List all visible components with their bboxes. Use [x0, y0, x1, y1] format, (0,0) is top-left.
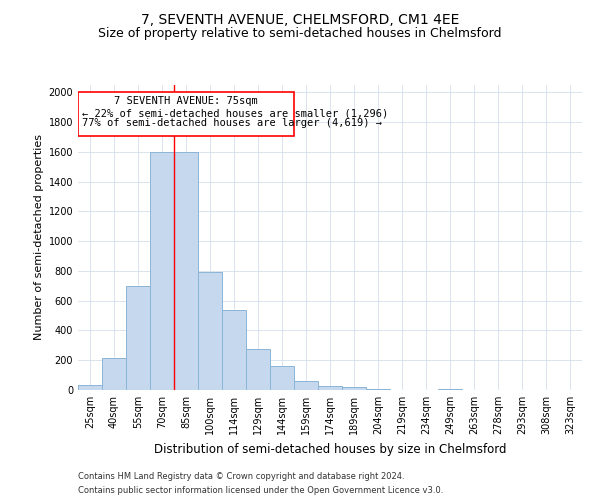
- X-axis label: Distribution of semi-detached houses by size in Chelmsford: Distribution of semi-detached houses by …: [154, 442, 506, 456]
- Bar: [126, 286, 150, 390]
- Bar: [198, 272, 222, 390]
- Bar: [318, 386, 342, 390]
- Bar: [270, 366, 294, 390]
- Text: 7, SEVENTH AVENUE, CHELMSFORD, CM1 4EE: 7, SEVENTH AVENUE, CHELMSFORD, CM1 4EE: [141, 12, 459, 26]
- Bar: [366, 388, 390, 390]
- Text: 7 SEVENTH AVENUE: 75sqm: 7 SEVENTH AVENUE: 75sqm: [115, 96, 258, 106]
- Bar: [342, 387, 366, 390]
- Bar: [246, 349, 270, 390]
- Bar: [102, 358, 126, 390]
- Bar: [174, 152, 198, 390]
- Bar: [294, 381, 318, 390]
- Text: Size of property relative to semi-detached houses in Chelmsford: Size of property relative to semi-detach…: [98, 28, 502, 40]
- Text: ← 22% of semi-detached houses are smaller (1,296): ← 22% of semi-detached houses are smalle…: [82, 108, 388, 118]
- Bar: [150, 152, 174, 390]
- Text: Contains public sector information licensed under the Open Government Licence v3: Contains public sector information licen…: [78, 486, 443, 495]
- FancyBboxPatch shape: [79, 92, 294, 136]
- Y-axis label: Number of semi-detached properties: Number of semi-detached properties: [34, 134, 44, 340]
- Text: 77% of semi-detached houses are larger (4,619) →: 77% of semi-detached houses are larger (…: [82, 118, 382, 128]
- Text: Contains HM Land Registry data © Crown copyright and database right 2024.: Contains HM Land Registry data © Crown c…: [78, 472, 404, 481]
- Bar: [78, 385, 102, 390]
- Bar: [438, 388, 462, 390]
- Bar: [222, 310, 246, 390]
